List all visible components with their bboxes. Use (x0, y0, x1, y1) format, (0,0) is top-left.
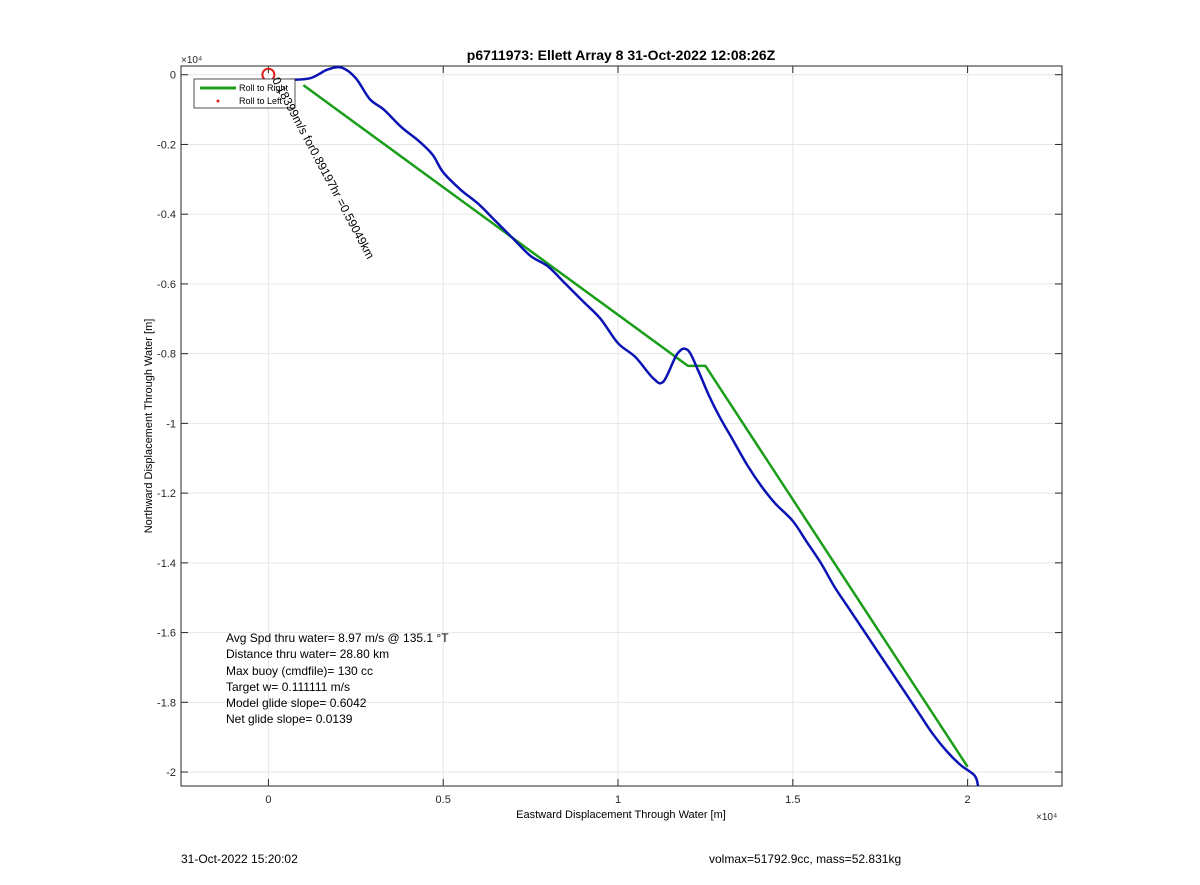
legend-box (193, 78, 296, 109)
stats-block: Avg Spd thru water= 8.97 m/s @ 135.1 °T … (226, 630, 449, 728)
stat-max-buoy: Max buoy (cmdfile)= 130 cc (226, 663, 374, 678)
y-tick-label: -0.8 (157, 349, 176, 361)
y-tick-label: -1.2 (157, 488, 176, 500)
x-tick-label: 1 (615, 794, 621, 806)
x-tick-label: 0.5 (436, 794, 451, 806)
y-tick-label: -0.4 (157, 209, 176, 221)
chart-title: p6711973: Ellett Array 8 31-Oct-2022 12:… (467, 47, 776, 63)
footer-timestamp: 31-Oct-2022 15:20:02 (181, 852, 298, 866)
stat-distance: Distance thru water= 28.80 km (226, 647, 390, 662)
stat-model-glide: Model glide slope= 0.6042 (226, 696, 367, 711)
legend-label-roll-left: Roll to Left (239, 96, 283, 106)
legend-marker-roll-left (216, 99, 220, 103)
footer-summary: volmax=51792.9cc, mass=52.831kg (709, 852, 902, 866)
grid-lines (181, 66, 1062, 786)
x-tick-label: 0 (265, 794, 271, 806)
stat-target-w: Target w= 0.111111 m/s (226, 679, 350, 694)
x-axis-exponent: ×10⁴ (1036, 812, 1057, 823)
x-tick-label: 1.5 (785, 794, 800, 806)
y-tick-label: -1 (166, 418, 176, 430)
series-track-line (268, 65, 980, 787)
x-tick-label: 2 (965, 794, 971, 806)
y-axis-exponent: ×10⁴ (181, 55, 202, 66)
stat-net-glide: Net glide slope= 0.0139 (226, 712, 353, 727)
y-tick-label: -0.2 (157, 139, 176, 151)
y-tick-label: -2 (166, 767, 176, 779)
x-axis-label: Eastward Displacement Through Water [m] (516, 809, 726, 821)
y-tick-label: -1.4 (157, 558, 176, 570)
y-tick-label: 0 (170, 70, 176, 82)
y-tick-label: -1.8 (157, 697, 176, 709)
y-tick-label: -1.6 (157, 628, 176, 640)
y-axis-label: Northward Displacement Through Water [m] (143, 319, 155, 534)
legend: Roll to Right Roll to Left (193, 78, 296, 109)
stat-avg-speed: Avg Spd thru water= 8.97 m/s @ 135.1 °T (226, 631, 449, 645)
y-tick-label: -0.6 (157, 279, 176, 291)
axis-ticks: 0 0.5 1 1.5 2 0 -0.2 -0.4 -0.6 -0.8 -1 -1.2 -1.4 -1.6… (157, 66, 1062, 806)
plot-area (180, 65, 1063, 787)
legend-label-roll-right: Roll to Right (239, 83, 289, 93)
